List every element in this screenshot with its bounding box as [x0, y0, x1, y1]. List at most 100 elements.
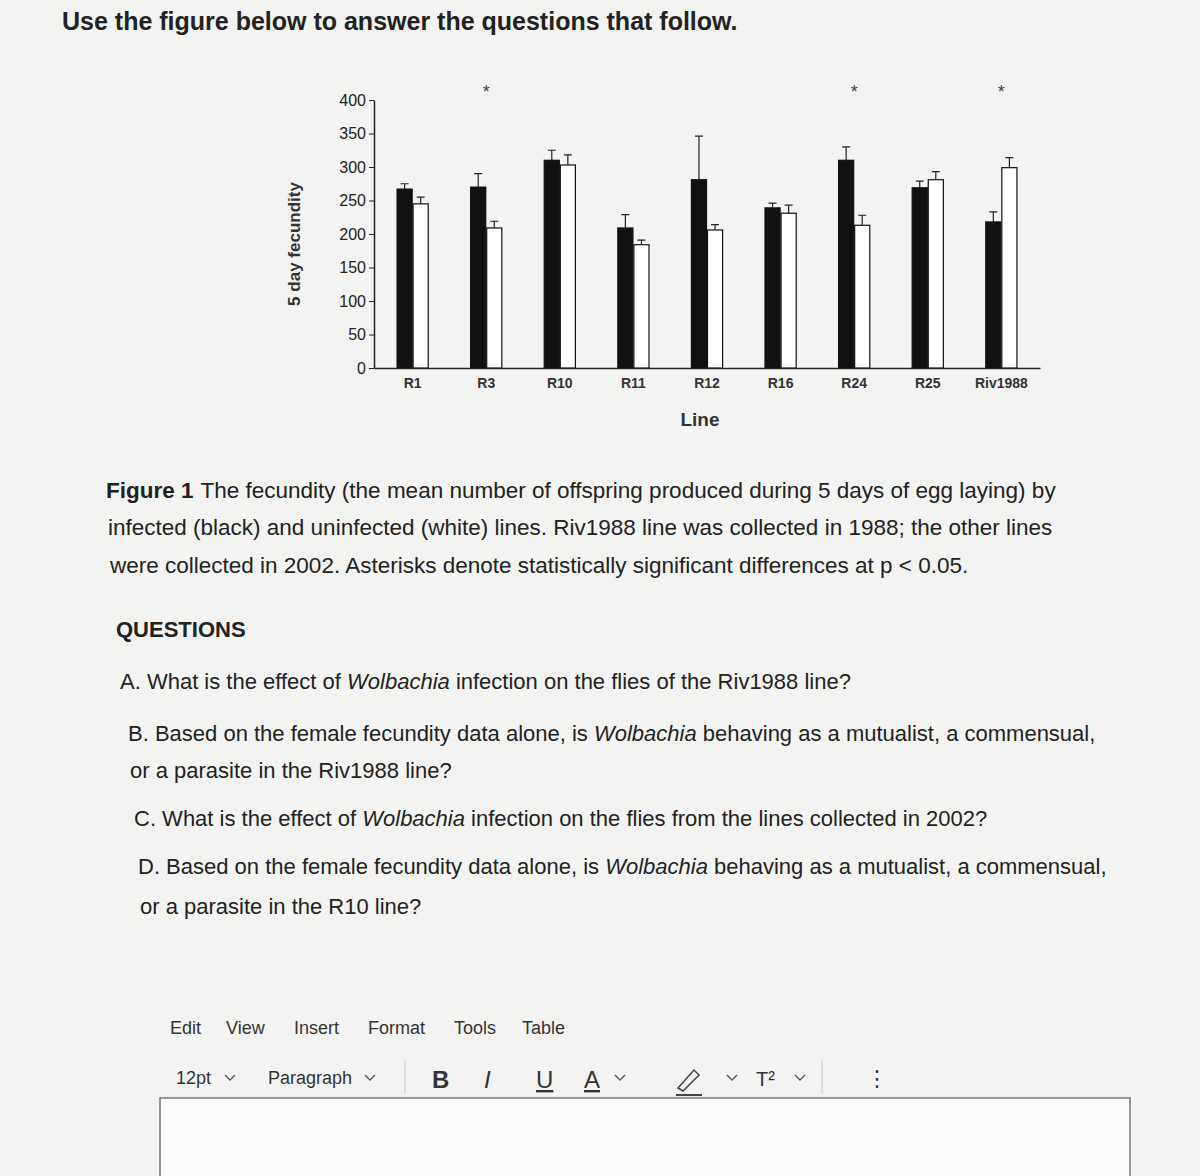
tick-label: R10 — [547, 375, 573, 391]
bar — [986, 222, 1001, 368]
series — [397, 136, 1001, 368]
text-area[interactable] — [160, 1098, 1130, 1176]
tick-mark — [369, 268, 374, 269]
tick-label: 150 — [339, 259, 366, 276]
tick: R12 — [694, 375, 720, 391]
error-bar — [932, 172, 940, 180]
annotation: * — [998, 82, 1005, 102]
tick: 350 — [339, 125, 374, 142]
tick-label: 0 — [357, 360, 366, 377]
chevron[interactable] — [225, 1075, 235, 1080]
bar — [839, 160, 854, 368]
caption-line: infected (black) and uninfected (white) … — [108, 515, 1052, 540]
page: Use the figure below to answer the quest… — [0, 0, 1200, 1176]
font-size-select[interactable]: 12pt — [176, 1068, 211, 1088]
question-text: behaving as a mutualist, a commensual, — [697, 721, 1096, 746]
error-bar — [564, 155, 572, 165]
tick-mark — [369, 234, 374, 235]
question-line: B. Based on the female fecundity data al… — [128, 721, 1095, 746]
tick-label: R3 — [477, 375, 495, 391]
highlight-bar — [676, 1094, 702, 1096]
error-bar — [769, 203, 777, 208]
tick-mark — [369, 301, 374, 302]
menu-item[interactable]: Format — [368, 1018, 425, 1038]
error-bar — [474, 174, 482, 187]
tick: 400 — [339, 92, 374, 109]
bar — [471, 187, 486, 368]
tick: Riv1988 — [975, 375, 1028, 391]
bar — [855, 225, 870, 368]
error-bar — [711, 225, 719, 230]
question-line: or a parasite in the R10 line? — [140, 894, 421, 919]
menu-item[interactable]: Insert — [294, 1018, 339, 1038]
tick: R25 — [915, 375, 941, 391]
question-text: behaving as a mutualist, a commensual, — [708, 854, 1107, 879]
format-button[interactable]: A — [584, 1066, 600, 1093]
bar — [928, 180, 943, 368]
tick-label: 200 — [339, 226, 366, 243]
caption-line: were collected in 2002. Asterisks denote… — [109, 553, 968, 578]
series — [413, 155, 1017, 368]
error-bar — [989, 212, 997, 222]
error-bar — [916, 181, 924, 188]
bar — [560, 165, 575, 368]
tick: R24 — [841, 375, 867, 391]
tick-label: 250 — [339, 192, 366, 209]
caption-line: Figure 1The fecundity (the mean number o… — [106, 478, 1056, 503]
superscript-button[interactable]: T² — [756, 1068, 775, 1090]
caption-text: were collected in 2002. Asterisks denote… — [109, 553, 968, 578]
menu-item[interactable]: Table — [522, 1018, 565, 1038]
caption-label: Figure 1 — [106, 478, 194, 503]
editor: Edit View Insert Format Tools Table 12pt Paragr… — [160, 1018, 1130, 1176]
format-button[interactable]: U — [536, 1066, 553, 1093]
tick-label: R1 — [404, 375, 422, 391]
separator — [405, 1060, 406, 1094]
question-text: or a parasite in the R10 line? — [140, 894, 421, 919]
plot-area — [397, 136, 1017, 368]
caption-text: infected (black) and uninfected (white) … — [108, 515, 1052, 540]
tick: R11 — [621, 375, 646, 391]
highlight-icon[interactable] — [678, 1070, 699, 1091]
question-line: D. Based on the female fecundity data al… — [138, 854, 1107, 879]
bar — [1002, 168, 1017, 368]
error-bar — [637, 240, 645, 245]
y-axis: 050100150200250300350400 — [339, 92, 374, 377]
tick-label: R24 — [841, 375, 867, 391]
separator — [822, 1060, 823, 1094]
more-button[interactable]: ⋮ — [866, 1066, 888, 1091]
block-select[interactable]: Paragraph — [268, 1068, 352, 1088]
tick: R10 — [547, 375, 573, 391]
menu-item[interactable]: Tools — [454, 1018, 496, 1038]
chevron[interactable] — [795, 1075, 805, 1080]
menu-item[interactable]: View — [226, 1018, 266, 1038]
chevron[interactable] — [615, 1075, 625, 1080]
tick-label: 400 — [339, 92, 366, 109]
question-text: B. Based on the female fecundity data al… — [128, 721, 594, 746]
menu-item[interactable]: Edit — [170, 1018, 201, 1038]
heading: Use the figure below to answer the quest… — [62, 7, 738, 35]
tick: 300 — [339, 159, 374, 176]
question-text: Wolbachia — [347, 669, 450, 694]
question-text: Wolbachia — [362, 806, 465, 831]
tick: R16 — [768, 375, 794, 391]
question-text: infection on the flies of the Riv1988 li… — [450, 669, 851, 694]
format-button[interactable]: B — [432, 1066, 449, 1093]
error-bar — [695, 136, 703, 180]
question-text: or a parasite in the Riv1988 line? — [130, 758, 452, 783]
chevron[interactable] — [365, 1075, 375, 1080]
error-bar — [842, 147, 850, 160]
tick: 200 — [339, 226, 374, 243]
format-button[interactable]: I — [484, 1066, 491, 1093]
error-bar — [417, 197, 425, 204]
x-axis: R1 R3 R10 R11 R12 R16 R24 R25 Riv1988 — [375, 369, 1041, 391]
annotation: * — [483, 82, 490, 102]
tick-label: 300 — [339, 159, 366, 176]
tick: R1 — [404, 375, 422, 391]
chevron[interactable] — [727, 1075, 737, 1080]
axis-title: Line — [680, 409, 719, 430]
error-bar — [401, 184, 409, 189]
question-text: Wolbachia — [594, 721, 697, 746]
tick-label: R16 — [768, 375, 794, 391]
bar — [781, 213, 796, 368]
chart: 050100150200250300350400R1R3R10R11R12R16… — [285, 82, 1041, 430]
